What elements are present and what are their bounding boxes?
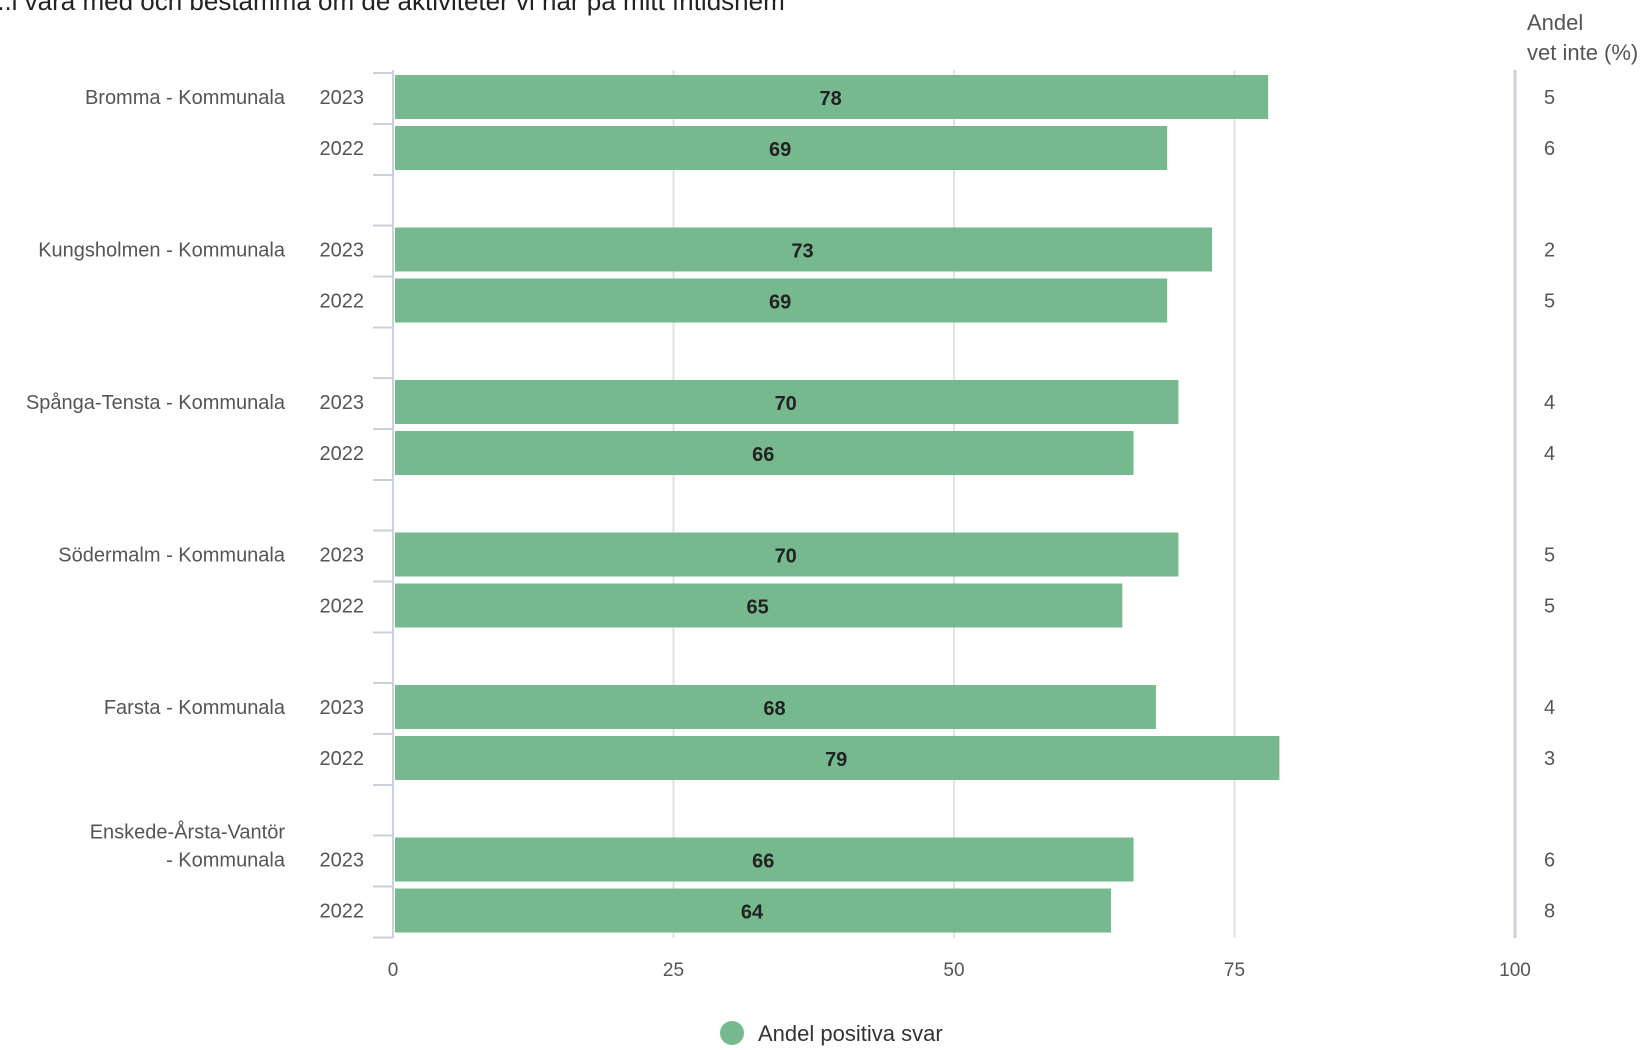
year-label: 2022 bbox=[320, 596, 365, 618]
bar bbox=[395, 685, 1156, 729]
bar bbox=[395, 227, 1213, 272]
year-label: 2022 bbox=[320, 443, 365, 465]
year-label: 2023 bbox=[320, 392, 365, 414]
group-label: - Kommunala bbox=[166, 850, 286, 872]
vet-inte-value: 4 bbox=[1544, 392, 1555, 414]
year-label: 2022 bbox=[320, 748, 365, 770]
bar bbox=[395, 126, 1168, 170]
bar bbox=[395, 532, 1179, 577]
bar-value-label: 68 bbox=[763, 698, 785, 720]
group-label: Spånga-Tensta - Kommunala bbox=[26, 392, 286, 414]
vet-inte-value: 8 bbox=[1544, 901, 1555, 923]
bar bbox=[395, 736, 1280, 780]
group-label: Kungsholmen - Kommunala bbox=[38, 240, 286, 262]
bar bbox=[395, 837, 1134, 882]
vet-inte-value: 3 bbox=[1544, 748, 1555, 770]
year-label: 2023 bbox=[320, 850, 365, 872]
legend-label: Andel positiva svar bbox=[758, 1021, 943, 1046]
vet-inte-value: 2 bbox=[1544, 240, 1555, 262]
year-label: 2023 bbox=[320, 545, 365, 567]
group-label: Farsta - Kommunala bbox=[104, 697, 286, 719]
bar-value-label: 69 bbox=[769, 139, 791, 161]
year-label: 2023 bbox=[320, 240, 365, 262]
x-tick-label: 0 bbox=[388, 960, 399, 981]
x-tick-label: 75 bbox=[1224, 960, 1245, 981]
bar bbox=[395, 380, 1179, 424]
axes: 0 25 50 75 100 bbox=[373, 70, 1531, 981]
vet-inte-value: 5 bbox=[1544, 87, 1555, 109]
legend: Andel positiva svar bbox=[720, 1021, 943, 1046]
bar-value-label: 65 bbox=[747, 597, 769, 619]
bar-value-label: 64 bbox=[741, 902, 764, 924]
group-label: Södermalm - Kommunala bbox=[58, 545, 286, 567]
bar bbox=[395, 583, 1123, 628]
chart-title: ...l vara med och bestämma om de aktivit… bbox=[0, 0, 785, 16]
vet-inte-value: 6 bbox=[1544, 850, 1555, 872]
bar-value-label: 79 bbox=[825, 749, 847, 771]
grid-lines bbox=[672, 70, 1236, 938]
x-tick-label: 50 bbox=[943, 960, 964, 981]
x-tick-label: 100 bbox=[1499, 960, 1531, 981]
bar-value-label: 66 bbox=[752, 851, 774, 873]
year-label: 2022 bbox=[320, 138, 365, 160]
group-label: Bromma - Kommunala bbox=[85, 87, 286, 109]
bar bbox=[395, 75, 1269, 119]
vet-inte-value: 5 bbox=[1544, 545, 1555, 567]
labels: Bromma - Kommunala 2023 78 5 2022 69 6 Kungshol… bbox=[26, 10, 1638, 924]
vet-inte-value: 5 bbox=[1544, 291, 1555, 313]
vet-inte-header: Andel bbox=[1527, 10, 1583, 35]
group-label: Enskede-Årsta-Vantör bbox=[90, 821, 286, 844]
bar-value-label: 69 bbox=[769, 292, 791, 314]
vet-inte-value: 4 bbox=[1544, 697, 1555, 719]
bar bbox=[395, 888, 1112, 933]
year-label: 2022 bbox=[320, 291, 365, 313]
x-tick-label: 25 bbox=[663, 960, 684, 981]
legend-marker bbox=[720, 1021, 744, 1045]
year-label: 2023 bbox=[320, 697, 365, 719]
year-label: 2023 bbox=[320, 87, 365, 109]
vet-inte-header: vet inte (%) bbox=[1527, 40, 1638, 65]
bar bbox=[395, 431, 1134, 475]
bar-value-label: 73 bbox=[791, 241, 813, 263]
bar bbox=[395, 278, 1168, 323]
vet-inte-value: 5 bbox=[1544, 596, 1555, 618]
bar-value-label: 66 bbox=[752, 444, 774, 466]
vet-inte-value: 4 bbox=[1544, 443, 1555, 465]
vet-inte-value: 6 bbox=[1544, 138, 1555, 160]
year-label: 2022 bbox=[320, 901, 365, 923]
bar-value-label: 70 bbox=[775, 546, 797, 568]
bars bbox=[395, 75, 1280, 933]
bar-value-label: 78 bbox=[819, 88, 841, 110]
bar-value-label: 70 bbox=[775, 393, 797, 415]
